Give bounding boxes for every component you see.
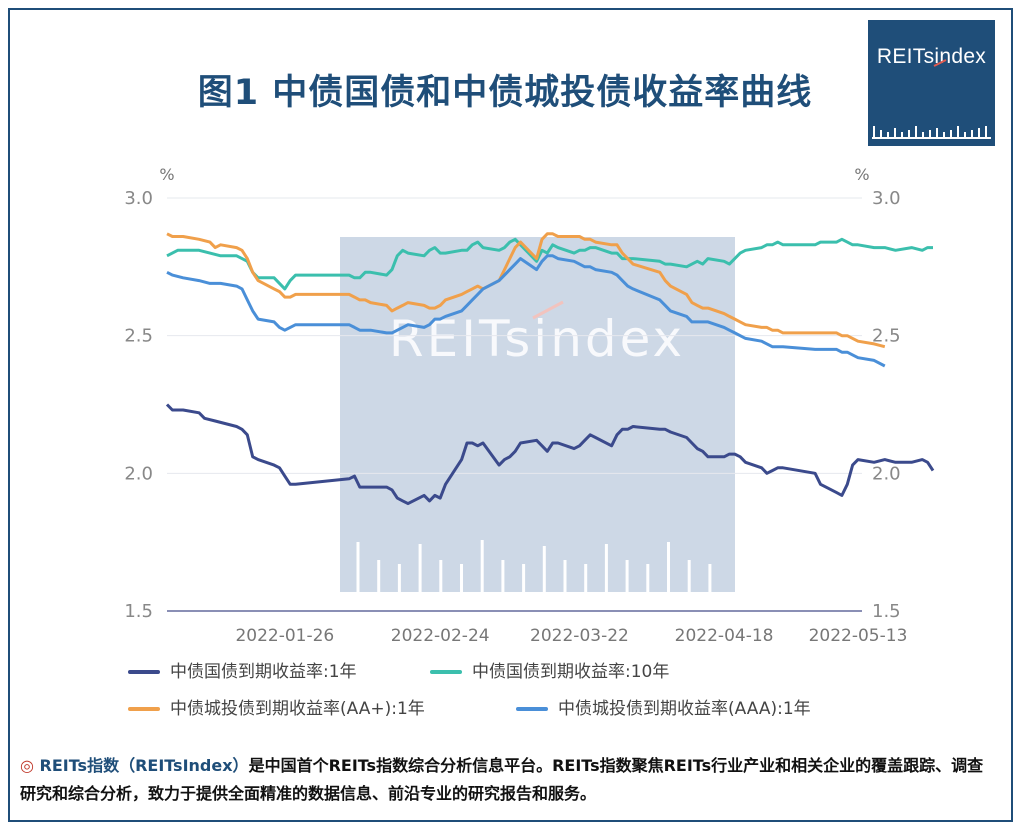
legend-label: 中债国债到期收益率:1年: [170, 662, 357, 682]
legend-swatch: [128, 707, 160, 711]
legend-swatch: [430, 670, 462, 674]
x-tick-label: 2022-05-13: [809, 626, 908, 646]
y-tick-label-left: 1.5: [124, 601, 153, 622]
series-line-1: [165, 403, 935, 506]
footer-note: ◎ REITs指数（REITsIndex）是中国首个REITs指数综合分析信息平…: [20, 752, 995, 808]
series-line-4: [166, 254, 886, 368]
yield-chart: REITsindex 3.0 3.02.5 2.52.0 2.01.5 1.5 2022…: [124, 165, 935, 646]
series-line-2: [166, 237, 933, 291]
y-tick-label-right: 1.5: [872, 601, 901, 622]
x-tick-label: 2022-02-24: [391, 626, 490, 646]
watermark-accent: [532, 300, 564, 320]
series-lines: [165, 232, 935, 506]
x-tick-label: 2022-04-18: [675, 626, 774, 646]
x-axis-ticks: 2022-01-26 2022-02-24 2022-03-22 2022-04-18…: [235, 626, 907, 646]
y-axis-ticks: 3.0 3.0 2.5 2.5 2.0 2.0 1.5 1.5: [124, 188, 900, 622]
legend-swatch: [128, 670, 160, 674]
legend-label: 中债城投债到期收益率(AA+):1年: [170, 699, 425, 719]
logo-ruler-icon: [872, 59, 991, 139]
footer-text: 是中国首个REITs指数综合分析信息平台。REITs指数聚焦REITs行业产业和…: [20, 756, 984, 803]
footer-brand: REITs指数（REITsIndex）: [39, 756, 249, 775]
y-tick-label-left: 3.0: [124, 188, 153, 209]
chart-title: 图1 中债国债和中债城投债收益率曲线: [197, 73, 813, 113]
legend-label: 中债国债到期收益率:10年: [472, 662, 670, 682]
y-tick-label-right: 2.0: [872, 463, 901, 484]
x-tick-label: 2022-01-26: [235, 626, 334, 646]
y-tick-label-left: 2.0: [124, 463, 153, 484]
y-tick-label-right: 2.5: [872, 326, 901, 347]
y-unit-right: %: [854, 165, 869, 184]
reitsindex-logo: REITsindex: [868, 20, 995, 146]
watermark-ruler: [356, 540, 712, 592]
x-tick-label: 2022-03-22: [530, 626, 629, 646]
logo-text: REITsindex: [876, 45, 987, 68]
legend-label: 中债城投债到期收益率(AAA):1年: [558, 699, 811, 719]
series-line-3: [166, 232, 886, 349]
y-tick-label-left: 2.5: [124, 326, 153, 347]
watermark-panel: [340, 237, 735, 592]
legend-swatch: [516, 707, 548, 711]
y-tick-label-right: 3.0: [872, 188, 901, 209]
bullet-icon: ◎: [20, 756, 34, 775]
y-unit-left: %: [159, 165, 174, 184]
